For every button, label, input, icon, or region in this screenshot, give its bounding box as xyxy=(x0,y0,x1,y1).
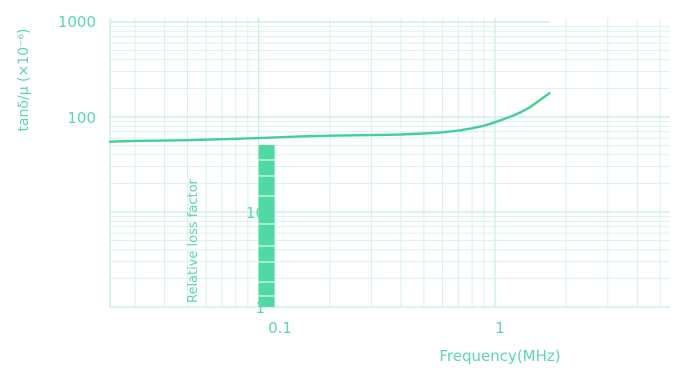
secondary-y-axis-title: Relative loss factor xyxy=(186,178,201,303)
y-tick-label-1000: 1000 xyxy=(58,13,96,31)
y-tick-label-1: 1 xyxy=(255,299,265,317)
y-tick-label-10: 10 xyxy=(246,204,265,222)
series-layer xyxy=(108,91,551,143)
grid-lines xyxy=(109,18,670,308)
series-line-0 xyxy=(108,91,551,143)
y-axis-title: tanδ/μ (×10⁻⁶) xyxy=(16,28,32,131)
vertical-band xyxy=(258,145,275,307)
x-tick-label-0.1: 0.1 xyxy=(268,319,292,337)
x-axis-title: Frequency(MHz) xyxy=(439,347,560,365)
x-tick-label-1: 1 xyxy=(495,319,505,337)
y-tick-label-100: 100 xyxy=(67,109,96,127)
band-fill xyxy=(258,145,275,307)
